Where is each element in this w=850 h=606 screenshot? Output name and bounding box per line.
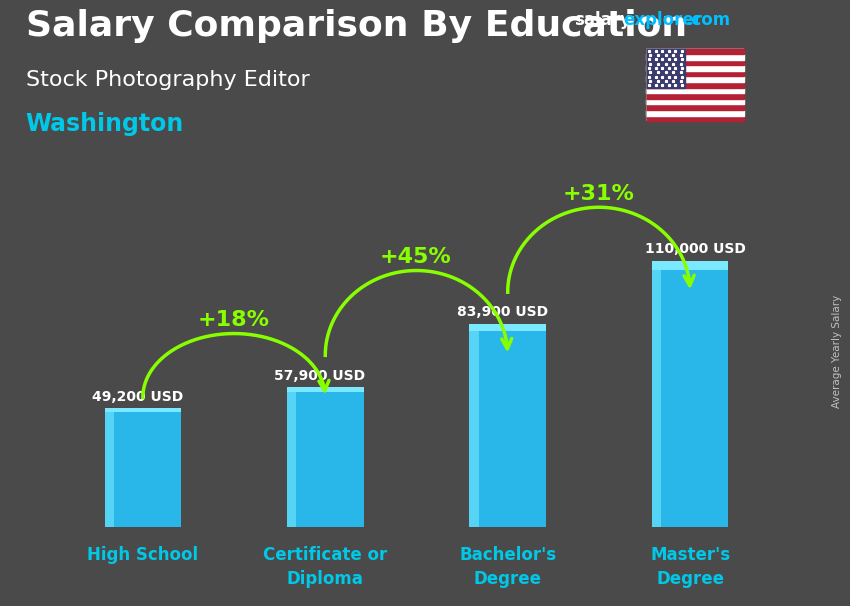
Bar [652, 261, 728, 270]
Bar [646, 71, 744, 76]
Bar [652, 261, 728, 527]
Bar [652, 261, 661, 527]
Bar [646, 76, 744, 82]
Bar [646, 116, 744, 121]
Text: +45%: +45% [380, 247, 451, 267]
Bar [646, 99, 744, 104]
Bar [105, 408, 181, 412]
Text: .com: .com [685, 11, 730, 29]
Bar [287, 387, 364, 392]
Text: Salary Comparison By Education: Salary Comparison By Education [26, 9, 687, 43]
Bar [646, 65, 744, 71]
Bar [105, 408, 181, 527]
Bar [646, 59, 744, 65]
Bar [469, 324, 479, 527]
Bar [287, 387, 364, 527]
Bar [646, 104, 744, 110]
Bar [646, 93, 744, 99]
Text: explorer: explorer [623, 11, 702, 29]
Text: Average Yearly Salary: Average Yearly Salary [832, 295, 842, 408]
Text: salary: salary [574, 11, 631, 29]
Bar [287, 387, 296, 527]
Bar [646, 88, 744, 93]
Text: Stock Photography Editor: Stock Photography Editor [26, 70, 309, 90]
Bar [646, 48, 744, 54]
Text: +31%: +31% [563, 184, 634, 204]
Text: 57,900 USD: 57,900 USD [275, 368, 366, 382]
Bar [469, 324, 546, 331]
Bar [469, 324, 546, 527]
Bar [646, 82, 744, 88]
Bar [105, 408, 114, 527]
Text: 110,000 USD: 110,000 USD [644, 242, 745, 256]
Text: +18%: +18% [197, 310, 269, 330]
Bar [646, 48, 685, 88]
Text: 49,200 USD: 49,200 USD [92, 390, 183, 404]
Text: Washington: Washington [26, 112, 184, 136]
Text: 83,900 USD: 83,900 USD [456, 305, 547, 319]
Bar [646, 54, 744, 59]
Bar [646, 110, 744, 116]
